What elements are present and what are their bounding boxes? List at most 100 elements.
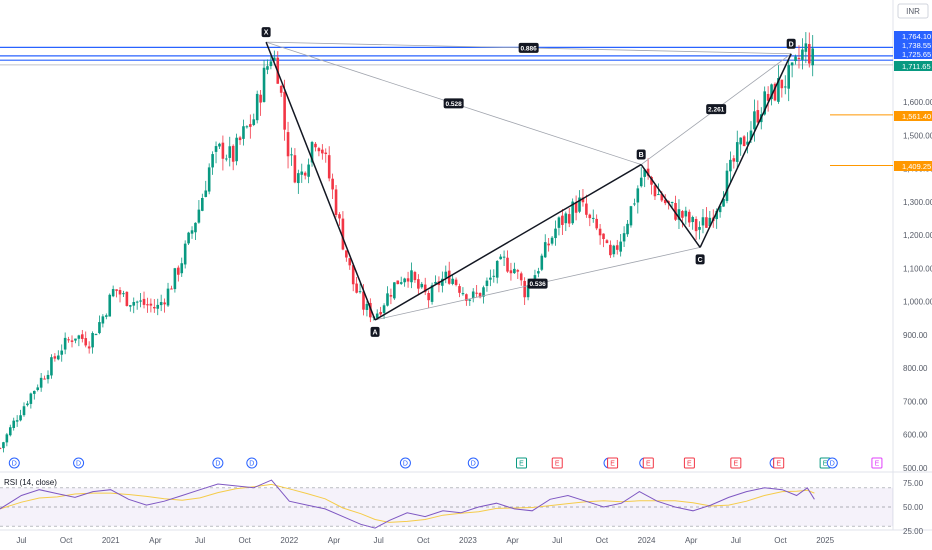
candle-body-52 (177, 267, 180, 275)
candle-body-0 (0, 447, 2, 449)
candle-body-86 (293, 155, 297, 183)
currency-box[interactable] (897, 3, 929, 19)
candle-body-117 (399, 282, 403, 284)
candle-body-85 (290, 154, 293, 156)
ratio-label-2: 0.536 (529, 281, 546, 288)
candle-body-115 (393, 282, 396, 299)
price-tick-0: 1,600.00 (903, 98, 932, 107)
candle-body-190 (650, 177, 653, 185)
candle-body-184 (629, 206, 633, 226)
candle-body-162 (554, 228, 557, 239)
event-label-18: E (875, 461, 880, 468)
candle-body-211 (722, 198, 725, 207)
candle-body-31 (105, 315, 108, 317)
candle-body-108 (369, 302, 372, 318)
candle-body-80 (273, 57, 276, 61)
candle-body-3 (8, 427, 12, 436)
candle-body-210 (718, 205, 722, 213)
candle-body-119 (406, 278, 410, 282)
candle-body-164 (561, 215, 564, 225)
candle-body-228 (780, 79, 784, 89)
candle-body-182 (622, 233, 626, 242)
candle-body-105 (358, 291, 362, 293)
rsi-ticks: 75.00 50.00 25.00 (903, 479, 924, 536)
time-tick-5: Oct (238, 536, 251, 545)
time-tick-14: 2024 (638, 536, 656, 545)
candle-body-218 (746, 141, 749, 145)
rsi-tick-2: 25.00 (903, 527, 924, 536)
event-label-2: D (215, 461, 220, 468)
candle-body-113 (386, 293, 389, 306)
event-marker-3 (246, 457, 258, 469)
candle-body-175 (598, 228, 602, 236)
candle-body-78 (266, 66, 269, 70)
price-tick-5: 1,100.00 (903, 264, 932, 273)
candle-body-143 (489, 277, 492, 280)
event-marker-12 (683, 457, 695, 469)
price-tags: 1,764.101,738.551,725.65 1,711.65 1,561.40… (894, 31, 932, 171)
point-label-B: B (639, 152, 644, 159)
price-tick-1: 1,500.00 (903, 131, 932, 140)
candle-body-112 (382, 305, 386, 313)
candle-body-186 (636, 188, 640, 203)
price-tick-3: 1,300.00 (903, 198, 932, 207)
candle-body-51 (173, 268, 177, 290)
candle-body-178 (609, 244, 612, 256)
price-tick-9: 700.00 (903, 397, 928, 406)
candle-body-221 (756, 110, 760, 123)
event-label-11: E (646, 461, 651, 468)
candle-body-199 (681, 211, 684, 218)
time-tick-10: 2023 (459, 536, 477, 545)
candle-body-97 (331, 178, 334, 190)
candle-body-102 (348, 258, 352, 266)
candle-body-14 (46, 374, 50, 380)
candle-body-44 (149, 303, 153, 306)
event-label-7: E (555, 461, 560, 468)
time-tick-7: Apr (328, 536, 341, 545)
price-tag-box-0 (894, 31, 932, 41)
candle-body-104 (355, 283, 358, 293)
candle-body-103 (351, 265, 355, 285)
candle-body-214 (732, 158, 736, 162)
candle-body-73 (249, 124, 252, 127)
time-tick-9: Oct (417, 536, 430, 545)
candle-body-17 (56, 355, 60, 360)
event-label-0: D (12, 461, 17, 468)
event-marker-1 (73, 457, 85, 469)
rsi-line (0, 479, 815, 529)
candle-body-145 (495, 260, 499, 278)
candle-body-223 (763, 91, 766, 115)
candle-body-151 (516, 270, 520, 272)
candle-body-130 (444, 271, 448, 278)
candle-body-62 (211, 154, 214, 168)
candle-body-202 (691, 217, 694, 223)
rsi-ma-line (0, 483, 815, 523)
price-scale[interactable] (893, 0, 932, 530)
candle-body-167 (571, 201, 574, 224)
candle-body-209 (715, 210, 718, 220)
candle-body-123 (420, 283, 424, 288)
time-tick-11: Apr (506, 536, 519, 545)
price-tag-5: 1,409.25 (902, 162, 931, 171)
candle-body-149 (509, 270, 513, 274)
ratio-box-0 (518, 42, 539, 53)
price-pane[interactable] (0, 0, 893, 472)
candle-body-35 (118, 290, 122, 295)
candle-body-127 (434, 281, 437, 284)
candle-body-158 (540, 255, 544, 270)
candle-body-150 (513, 268, 516, 274)
candle-body-7 (22, 406, 26, 416)
candle-body-77 (262, 67, 266, 102)
candle-body-196 (670, 201, 674, 203)
candle-body-152 (519, 273, 523, 281)
ratio-label-1: 0.528 (446, 101, 463, 108)
point-box-X (261, 27, 271, 38)
candle-body-88 (300, 171, 304, 175)
ratio-box-3 (706, 104, 727, 115)
point-box-B (636, 149, 646, 160)
ratio-label-3: 2.261 (708, 107, 725, 114)
candle-body-30 (101, 316, 105, 324)
pattern-leg-BC (640, 164, 701, 248)
candle-body-72 (245, 126, 249, 128)
